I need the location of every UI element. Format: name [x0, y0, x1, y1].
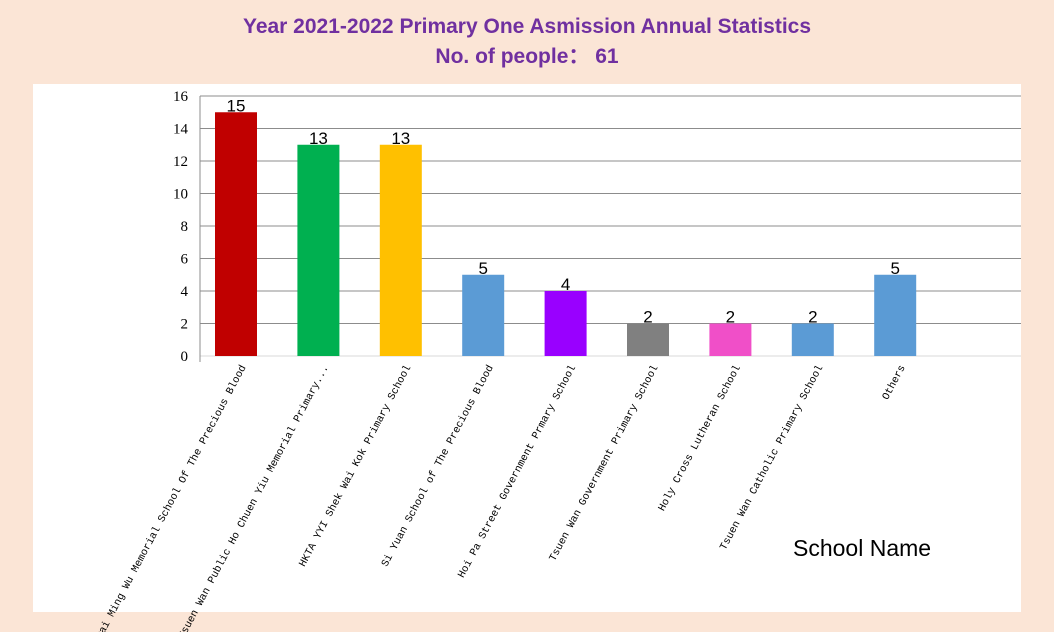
data-label: 13 [391, 129, 410, 148]
y-tick-label: 2 [181, 317, 189, 333]
data-label: 2 [643, 308, 652, 327]
x-tick-label: Others [880, 363, 908, 402]
y-tick-label: 12 [173, 154, 188, 170]
data-label: 2 [808, 308, 817, 327]
chart-title-block: Year 2021-2022 Primary One Asmission Ann… [0, 12, 1054, 72]
y-tick-label: 14 [173, 122, 189, 138]
bar [462, 274, 505, 356]
bar [544, 291, 587, 356]
y-tick-label: 16 [173, 89, 189, 105]
x-axis-label: School Name [793, 535, 932, 561]
plot-area [33, 84, 1021, 612]
x-tick-label: Tsuen Wan Public Ho Chuen Yiu Memorial P… [176, 363, 332, 632]
bar [297, 144, 340, 356]
data-label: 13 [309, 129, 328, 148]
data-label: 15 [227, 96, 246, 115]
y-tick-label: 0 [181, 349, 189, 365]
data-label: 5 [890, 259, 899, 278]
x-tick-label: Tsuen Wan Catholic Primary School [718, 363, 826, 552]
x-tick-label: Kwai Ming Wu Memorial School Of The Prec… [91, 363, 250, 632]
bar [874, 274, 917, 356]
bar [709, 323, 752, 356]
bar [215, 112, 257, 356]
chart-title: Year 2021-2022 Primary One Asmission Ann… [242, 15, 812, 38]
y-tick-label: 8 [181, 219, 189, 235]
bar [791, 323, 834, 356]
bar [627, 323, 669, 356]
chart-subtitle: No. of people： 61 [435, 45, 619, 68]
x-tick-label: Holy Cross Lutheran School [656, 363, 744, 513]
y-tick-label: 6 [181, 252, 189, 268]
bar [379, 144, 422, 356]
data-label: 5 [478, 259, 487, 278]
y-tick-label: 4 [181, 284, 189, 300]
data-label: 4 [561, 275, 570, 294]
data-label: 2 [726, 308, 735, 327]
y-tick-label: 10 [173, 187, 188, 203]
